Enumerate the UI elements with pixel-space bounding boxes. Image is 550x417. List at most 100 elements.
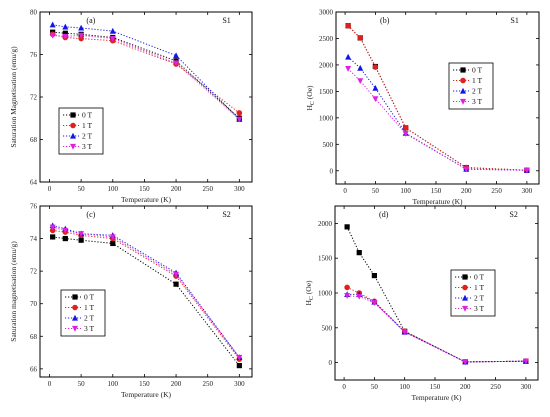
panel-3-legend-marker <box>462 305 468 312</box>
panel-0-y-tick-label: 72 <box>30 94 38 102</box>
panel-0-legend-marker <box>70 143 76 150</box>
panel-2-series-3-point <box>78 231 85 237</box>
panel-1-series-3-point <box>357 78 364 84</box>
panel-0-legend-label: 1 T <box>82 121 92 130</box>
panel-3-series-3-point <box>356 293 363 300</box>
panel-3-x-tick-label: 300 <box>521 383 532 391</box>
panel-a-saturation-magnetisation-s1: 0 50 100 150 200 250 300 64 68 72 76 80 Temperature … <box>9 9 253 204</box>
panel-1-legend-marker <box>460 67 466 73</box>
panel-1-legend-marker <box>460 98 466 105</box>
panel-2-series-3-point <box>236 354 243 361</box>
panel-3-y-axis-label-subscript: C <box>309 296 315 300</box>
panel-2-panel-label: (c) <box>86 210 95 219</box>
panel-1-legend: 0 T1 T 2 T3 T <box>448 62 494 110</box>
panel-0-legend-label: 3 T <box>82 142 92 151</box>
panel-2-series-3-point <box>173 271 180 278</box>
panel-0-series-line-0 <box>52 31 240 119</box>
panel-0-legend-box <box>58 107 104 155</box>
panel-2-legend-label: 2 T <box>84 314 94 323</box>
panel-3-series-3-point <box>401 329 408 336</box>
panel-2-y-axis-label: Saturation magnetisation (emu/g) <box>9 241 18 342</box>
panel-3-sample-label: S2 <box>509 210 517 219</box>
panel-0-series-line-3 <box>52 34 240 120</box>
panel-3-series-3-point <box>371 300 378 306</box>
panel-0-y-tick-label: 64 <box>30 179 38 187</box>
panel-0-series-3-point <box>62 33 69 40</box>
panel-1-series-1-point <box>357 35 364 41</box>
panel-0-x-tick-label: 300 <box>234 185 245 193</box>
panel-2-y-tick-label: 70 <box>30 300 38 308</box>
panel-1-x-tick-label: 0 <box>343 187 347 195</box>
panel-1-series-3-point <box>463 166 470 173</box>
panel-1-series-3-point <box>372 96 379 102</box>
panel-1-y-tick-label: 1500 <box>319 88 334 96</box>
panel-0-sample-label: S1 <box>222 16 230 25</box>
panel-3-legend-label: 3 T <box>474 304 484 313</box>
panel-2-series-0-point <box>78 237 84 243</box>
panel-3-plot-frame <box>334 205 539 381</box>
panel-0-legend-marker <box>70 112 76 118</box>
panel-1-series-2-point <box>372 85 379 91</box>
panel-1-y-tick-label: 500 <box>323 141 334 149</box>
panel-2-x-tick-label: 150 <box>139 380 150 388</box>
panel-0-series-2-point <box>49 21 56 28</box>
panel-1-series-3-point <box>402 131 409 137</box>
panel-0-x-tick-label: 50 <box>78 185 86 193</box>
panel-3-series-0-point <box>356 250 362 256</box>
panel-0-y-tick-label: 80 <box>30 9 38 17</box>
panel-d-coercivity-s2: 0 50 100 150 200 250 300 0 500 1000 1500 2000 Temper… <box>304 205 539 402</box>
panel-2-series-0-point <box>173 281 179 287</box>
panel-0-series-2-point <box>173 52 180 59</box>
panel-b-coercivity-s1: 0 50 100 150 200 250 3000500100015002000250030… <box>305 9 540 206</box>
panel-3-legend-label: 1 T <box>474 283 484 292</box>
panel-3-series-1-point <box>344 284 350 291</box>
panel-2-x-tick-label: 300 <box>234 380 245 388</box>
panel-3-series-line-1 <box>346 286 526 363</box>
panel-2-series-3-point <box>62 227 69 234</box>
panel-1-sample-label: S1 <box>510 16 518 25</box>
panel-3-y-tick-label: 1500 <box>318 255 333 263</box>
panel-3-x-tick-label: 150 <box>430 383 441 391</box>
panel-0-series-3-point <box>49 32 56 39</box>
panel-3-legend-label: 2 T <box>474 294 484 303</box>
panel-2-x-tick-label: 0 <box>48 380 52 388</box>
panel-3-y-tick-label: 1000 <box>318 290 333 298</box>
panel-1-x-tick-label: 50 <box>372 187 380 195</box>
panel-3-y-axis-label-unit: (Oe) <box>304 280 313 296</box>
panel-0-series-3-point <box>109 35 116 42</box>
panel-0-x-tick-label: 150 <box>139 185 150 193</box>
panel-3-y-tick-label: 2000 <box>318 220 333 228</box>
panel-3-x-tick-label: 200 <box>460 383 471 391</box>
panel-3-legend: 0 T1 T 2 T3 T <box>450 269 496 317</box>
panel-0-legend-marker <box>70 122 76 129</box>
panel-3-y-tick-label: 500 <box>322 324 333 332</box>
panel-0-series-3-point <box>236 116 243 123</box>
panel-0-x-tick-label: 0 <box>48 185 52 193</box>
panel-3-x-tick-label: 100 <box>399 383 410 391</box>
panel-1-x-tick-label: 300 <box>522 187 533 195</box>
panel-3-x-axis-label: Temperature (K) <box>411 393 462 402</box>
panel-1-legend-label: 3 T <box>472 97 482 106</box>
panel-1-plot-frame <box>335 11 540 185</box>
panel-1-series-3-point <box>523 167 530 174</box>
panel-2-series-3-point <box>49 224 56 231</box>
panel-2-series-1-point <box>49 227 56 234</box>
panel-2-legend: 0 T1 T 2 T3 T <box>60 289 106 337</box>
panel-2-x-tick-label: 50 <box>78 380 86 388</box>
panel-2-x-axis-label: Temperature (K) <box>121 390 172 399</box>
panel-1-x-axis-label: Temperature (K) <box>412 197 463 206</box>
panel-1-panel-label: (b) <box>380 16 390 25</box>
panel-2-series-line-2 <box>52 225 240 358</box>
panel-0-series-2-point <box>62 23 69 30</box>
panel-2-legend-label: 3 T <box>84 324 94 333</box>
panel-0-series-0-point <box>62 30 68 36</box>
panel-3-x-tick-label: 50 <box>371 383 379 391</box>
panel-2-series-line-3 <box>52 226 240 358</box>
panel-0-series-1-point <box>236 110 243 116</box>
panel-0-plot-frame <box>39 11 253 183</box>
panel-2-x-tick-label: 250 <box>202 380 213 388</box>
panel-3-legend-marker <box>462 294 468 301</box>
panel-3-x-tick-label: 250 <box>490 383 501 391</box>
panel-1-legend-label: 0 T <box>472 66 482 75</box>
